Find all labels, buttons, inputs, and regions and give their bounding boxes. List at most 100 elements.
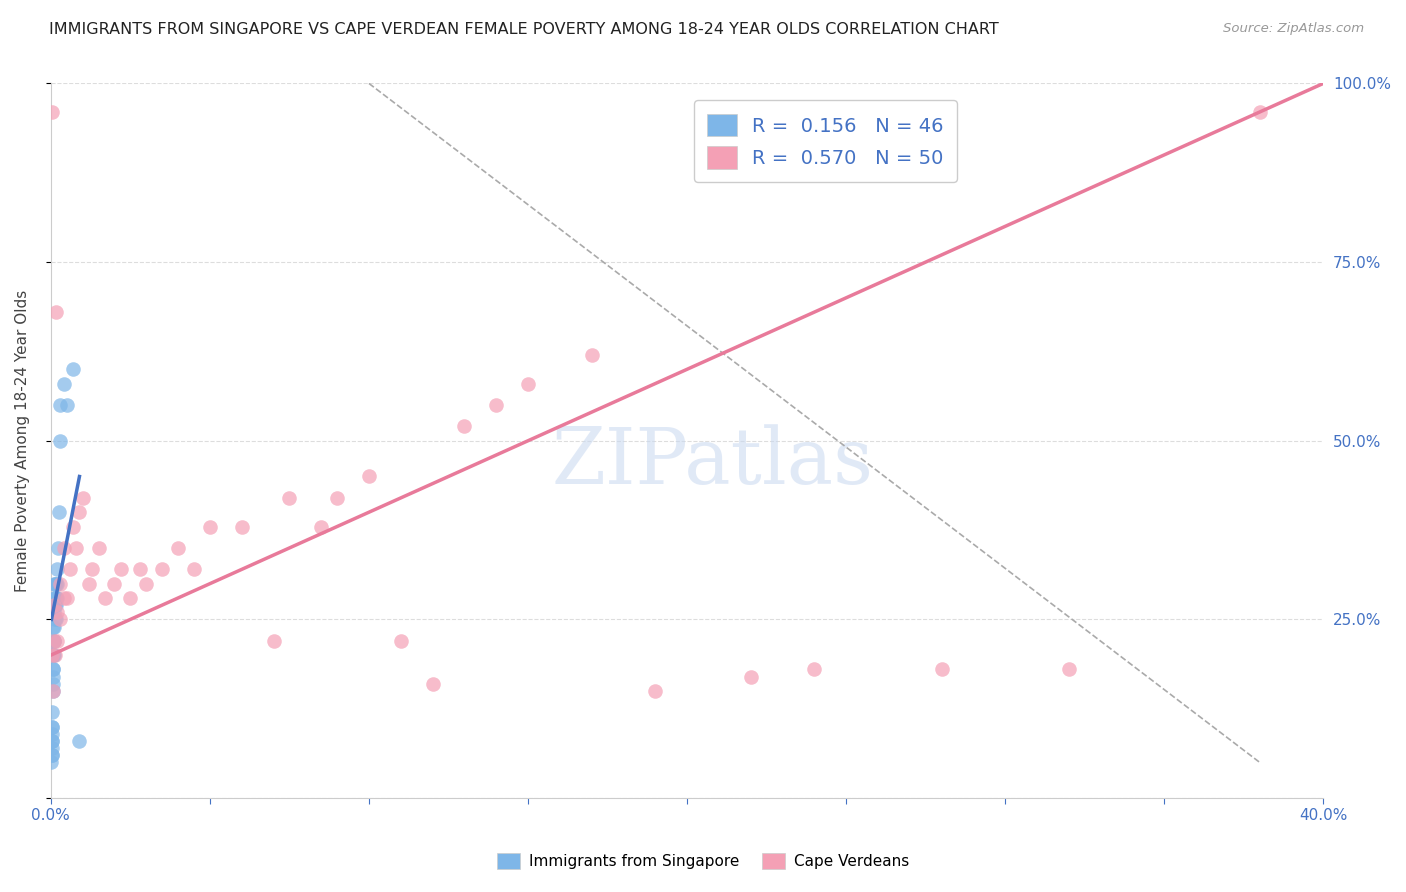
Point: [45, 598, 67, 612]
Point: [263, 633, 285, 648]
Point: [87, 541, 110, 555]
Point: [485, 398, 508, 412]
Point: [44, 648, 66, 662]
Point: [46, 591, 69, 605]
Point: [62, 362, 84, 376]
Point: [55, 398, 77, 412]
Point: [42, 648, 65, 662]
Point: [389, 633, 412, 648]
Point: [41, 727, 63, 741]
Point: [931, 662, 953, 676]
Point: [42, 633, 65, 648]
Point: [82, 562, 104, 576]
Point: [46, 541, 69, 555]
Point: [49, 434, 72, 448]
Point: [740, 669, 762, 683]
Point: [44, 576, 66, 591]
Point: [65, 541, 87, 555]
Point: [42, 648, 65, 662]
Point: [120, 591, 142, 605]
Point: [48, 505, 70, 519]
Point: [45, 305, 67, 319]
Point: [42, 576, 65, 591]
Point: [129, 562, 152, 576]
Point: [183, 562, 205, 576]
Text: ZIPatlas: ZIPatlas: [551, 425, 873, 500]
Point: [45, 591, 67, 605]
Point: [42, 684, 65, 698]
Point: [42, 605, 65, 619]
Point: [41, 734, 63, 748]
Point: [42, 619, 65, 633]
Point: [110, 562, 132, 576]
Legend: Immigrants from Singapore, Cape Verdeans: Immigrants from Singapore, Cape Verdeans: [491, 847, 915, 875]
Point: [42, 633, 65, 648]
Point: [41, 756, 63, 770]
Point: [309, 519, 332, 533]
Point: [278, 491, 301, 505]
Point: [46, 605, 69, 619]
Point: [42, 598, 65, 612]
Point: [41, 105, 63, 120]
Point: [1249, 105, 1271, 120]
Point: [45, 562, 67, 576]
Point: [72, 491, 94, 505]
Point: [42, 648, 65, 662]
Point: [42, 684, 65, 698]
Point: [198, 519, 221, 533]
Point: [41, 648, 63, 662]
Point: [45, 612, 67, 626]
Point: [41, 720, 63, 734]
Point: [581, 348, 603, 362]
Point: [42, 662, 65, 676]
Point: [44, 612, 66, 626]
Point: [41, 748, 63, 763]
Point: [103, 576, 125, 591]
Point: [45, 576, 67, 591]
Point: [59, 562, 82, 576]
Point: [69, 505, 91, 519]
Point: [42, 677, 65, 691]
Point: [52, 376, 75, 391]
Point: [44, 598, 66, 612]
Point: [46, 576, 69, 591]
Point: [44, 591, 66, 605]
Point: [41, 706, 63, 720]
Point: [42, 591, 65, 605]
Point: [150, 562, 173, 576]
Text: IMMIGRANTS FROM SINGAPORE VS CAPE VERDEAN FEMALE POVERTY AMONG 18-24 YEAR OLDS C: IMMIGRANTS FROM SINGAPORE VS CAPE VERDEA…: [49, 22, 998, 37]
Point: [77, 576, 100, 591]
Point: [42, 669, 65, 683]
Legend: R =  0.156   N = 46, R =  0.570   N = 50: R = 0.156 N = 46, R = 0.570 N = 50: [693, 100, 957, 182]
Y-axis label: Female Poverty Among 18-24 Year Olds: Female Poverty Among 18-24 Year Olds: [15, 290, 30, 592]
Point: [41, 741, 63, 756]
Point: [41, 748, 63, 763]
Point: [422, 677, 444, 691]
Point: [42, 619, 65, 633]
Point: [1057, 662, 1080, 676]
Point: [69, 734, 91, 748]
Point: [231, 519, 253, 533]
Point: [46, 633, 69, 648]
Point: [94, 591, 117, 605]
Point: [49, 398, 72, 412]
Point: [55, 591, 77, 605]
Point: [49, 612, 72, 626]
Point: [42, 662, 65, 676]
Point: [453, 419, 475, 434]
Point: [517, 376, 540, 391]
Point: [326, 491, 349, 505]
Point: [52, 541, 75, 555]
Point: [41, 734, 63, 748]
Point: [41, 720, 63, 734]
Point: [42, 598, 65, 612]
Point: [803, 662, 825, 676]
Point: [644, 684, 666, 698]
Text: Source: ZipAtlas.com: Source: ZipAtlas.com: [1223, 22, 1364, 36]
Point: [357, 469, 380, 483]
Point: [42, 633, 65, 648]
Point: [52, 591, 75, 605]
Point: [49, 576, 72, 591]
Point: [167, 541, 190, 555]
Point: [135, 576, 157, 591]
